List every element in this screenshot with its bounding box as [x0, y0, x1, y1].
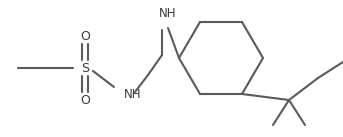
Text: NH: NH	[124, 89, 142, 102]
Text: S: S	[81, 62, 89, 75]
Text: NH: NH	[159, 7, 177, 20]
Text: O: O	[80, 29, 90, 42]
Text: O: O	[80, 93, 90, 106]
